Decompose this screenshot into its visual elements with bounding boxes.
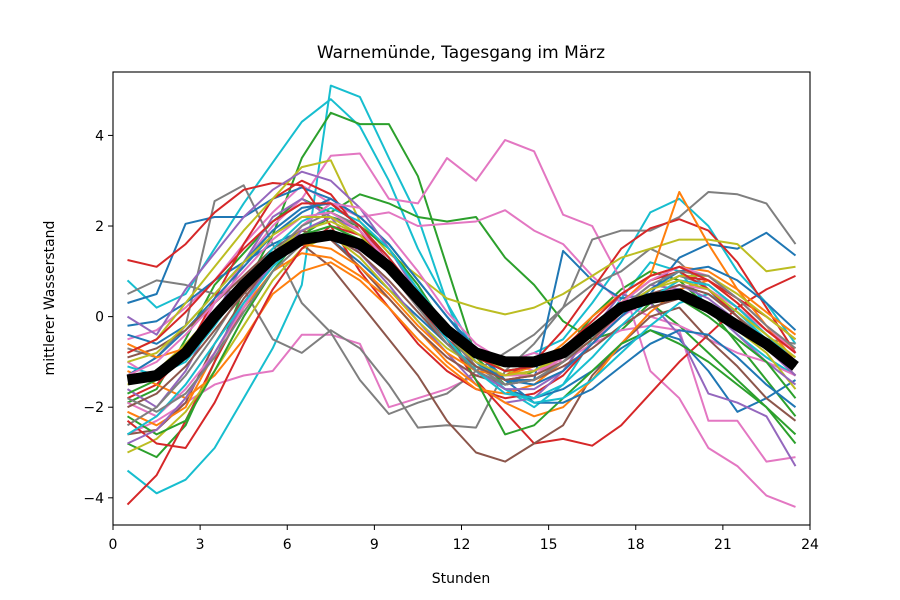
series-line-8 [127, 184, 797, 415]
mean-line [126, 229, 799, 386]
y-tick-label: −2 [83, 400, 104, 416]
x-tick-label: 9 [370, 537, 379, 553]
mean-line-group [126, 229, 799, 386]
y-tick-label: 0 [95, 310, 104, 326]
y-tick-label: −4 [83, 491, 104, 507]
series-line-7 [127, 184, 796, 377]
y-tick-label: 4 [95, 128, 104, 144]
x-tick-label: 12 [453, 537, 471, 553]
x-axis-ticks: 0 3 6 9 12 15 18 21 24 [109, 525, 819, 553]
series-line-16 [127, 243, 797, 463]
x-tick-label: 24 [801, 537, 819, 553]
series-line-38 [127, 229, 797, 413]
x-tick-label: 0 [109, 537, 118, 553]
x-tick-label: 15 [540, 537, 558, 553]
x-tick-label: 21 [714, 537, 732, 553]
x-tick-label: 18 [627, 537, 645, 553]
x-tick-label: 6 [283, 537, 292, 553]
y-axis-label: mittlerer Wasserstand [42, 221, 58, 376]
series-line-17 [127, 159, 796, 354]
y-tick-label: 2 [95, 219, 104, 235]
series-line-10 [127, 186, 797, 381]
x-axis-label: Stunden [432, 571, 491, 587]
chart-title: Warnemünde, Tagesgang im März [317, 43, 605, 63]
series-line-19 [127, 191, 797, 400]
x-tick-label: 3 [196, 537, 205, 553]
series-line-5 [126, 139, 796, 508]
y-axis-ticks: −4 −2 0 2 4 [83, 128, 113, 507]
